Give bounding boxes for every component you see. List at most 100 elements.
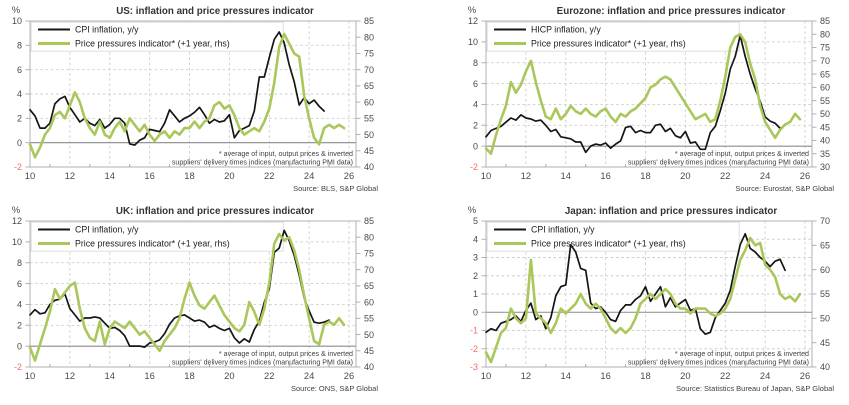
- series-line-eurozone-1: [484, 32, 802, 155]
- chart-japan: 5 4 3 2 1 0 -1 -2 -3 70 65 60 55 50 45 40 10 12 14 16 18 20 22…: [424, 200, 849, 405]
- x-axis-label-22: 22: [720, 170, 730, 181]
- right-axis-label-55: 55: [820, 96, 830, 106]
- right-axis-label-60: 60: [364, 297, 374, 307]
- unit-label: %: [12, 4, 20, 15]
- right-axis-label-45: 45: [364, 146, 374, 156]
- legend-label-1: Price pressures indicator* (+1 year, rhs…: [75, 39, 230, 49]
- right-axis-label-40: 40: [364, 162, 374, 172]
- left-axis-label-10: 10: [468, 37, 478, 47]
- right-axis-label-65: 65: [820, 69, 830, 79]
- legend-box: [30, 221, 284, 252]
- right-axis-label-70: 70: [820, 216, 830, 226]
- right-axis-label-85: 85: [364, 216, 374, 226]
- left-axis-label-8: 8: [473, 58, 478, 68]
- x-axis-label-22: 22: [720, 370, 730, 381]
- right-axis-label-65: 65: [364, 281, 374, 291]
- legend-label-1: Price pressures indicator* (+1 year, rhs…: [531, 239, 686, 249]
- right-axis-label-30: 30: [820, 162, 830, 172]
- left-axis-label-4: 4: [473, 234, 478, 244]
- unit-label: %: [468, 4, 476, 15]
- legend-label-0: CPI inflation, y/y: [531, 225, 595, 235]
- chart-us: 10 8 6 4 2 0 -2 85 80 75 70 65 60 55 50 45 40 10 12 14 16 18 2…: [0, 0, 424, 200]
- left-axis-label--2: -2: [470, 344, 478, 354]
- right-axis-label-80: 80: [364, 232, 374, 242]
- x-axis-label-10: 10: [25, 170, 35, 181]
- source-label: Source: Eurostat, S&P Global: [735, 184, 834, 193]
- right-axis-label-70: 70: [364, 265, 374, 275]
- legend-label-0: CPI inflation, y/y: [75, 225, 139, 235]
- x-axis-label-10: 10: [481, 170, 491, 181]
- x-axis-label-12: 12: [521, 170, 531, 181]
- right-axis-label-70: 70: [820, 56, 830, 66]
- x-axis-label-24: 24: [760, 370, 770, 381]
- x-axis-label-22: 22: [264, 370, 274, 381]
- left-axis-label-10: 10: [12, 16, 22, 26]
- legend-box: [486, 221, 740, 252]
- left-axis-label-10: 10: [12, 237, 22, 247]
- right-axis-label-75: 75: [364, 249, 374, 259]
- series-line-japan-0: [485, 232, 786, 336]
- right-axis-label-55: 55: [820, 289, 830, 299]
- footnote-line-2: suppliers' delivery times indices (manuf…: [172, 359, 353, 367]
- x-axis-label-24: 24: [760, 170, 770, 181]
- plot-frame: [29, 220, 357, 368]
- left-axis-label-2: 2: [473, 120, 478, 130]
- right-axis-label-50: 50: [820, 314, 830, 324]
- right-axis-label-45: 45: [820, 338, 830, 348]
- footnote-line-1: * average of input, output prices & inve…: [219, 350, 353, 358]
- right-axis-label-65: 65: [364, 81, 374, 91]
- left-axis-label-0: 0: [473, 307, 478, 317]
- legend-label-1: Price pressures indicator* (+1 year, rhs…: [75, 239, 230, 249]
- right-axis-label-40: 40: [364, 362, 374, 372]
- left-axis-label-6: 6: [17, 279, 22, 289]
- x-axis-label-12: 12: [65, 370, 75, 381]
- x-axis-label-16: 16: [600, 370, 610, 381]
- legend-box: [30, 21, 284, 52]
- series-line-us-1: [28, 32, 346, 159]
- right-axis-label-70: 70: [364, 65, 374, 75]
- left-axis-label--3: -3: [470, 362, 478, 372]
- legend-label-0: HICP inflation, y/y: [531, 25, 601, 35]
- x-axis-label-20: 20: [224, 370, 234, 381]
- x-axis-label-26: 26: [344, 370, 354, 381]
- x-axis-label-20: 20: [680, 170, 690, 181]
- left-axis-label-2: 2: [473, 271, 478, 281]
- right-axis-label-85: 85: [820, 16, 830, 26]
- left-axis-label--2: -2: [14, 362, 22, 372]
- left-axis-label--2: -2: [14, 162, 22, 172]
- x-axis-label-14: 14: [561, 170, 571, 181]
- x-axis-label-22: 22: [264, 170, 274, 181]
- plot-frame: [485, 20, 813, 168]
- left-axis-label--1: -1: [470, 326, 478, 336]
- footnote-line-2: suppliers' delivery times indices (manuf…: [172, 159, 353, 167]
- chart-eurozone: 12 10 8 6 4 2 0 -2 85 80 75 70 65 60 55 50 45 40 35 30 10 12 1…: [424, 0, 849, 200]
- legend-box: [486, 21, 740, 52]
- series-line-eurozone-0: [485, 34, 786, 154]
- right-axis-label-85: 85: [364, 16, 374, 26]
- left-axis-label-6: 6: [473, 79, 478, 89]
- right-axis-label-60: 60: [364, 97, 374, 107]
- right-axis-label-75: 75: [820, 43, 830, 53]
- right-axis-label-65: 65: [820, 241, 830, 251]
- right-axis-label-55: 55: [364, 114, 374, 124]
- right-axis-label-45: 45: [820, 122, 830, 132]
- left-axis-label-8: 8: [17, 41, 22, 51]
- x-axis-label-18: 18: [640, 370, 650, 381]
- x-axis-label-16: 16: [144, 170, 154, 181]
- footnote-line-1: * average of input, output prices & inve…: [219, 150, 353, 158]
- right-axis-label-60: 60: [820, 265, 830, 275]
- x-axis-label-14: 14: [561, 370, 571, 381]
- source-label: Source: Statistics Bureau of Japan, S&P …: [676, 384, 834, 393]
- x-axis-label-20: 20: [224, 170, 234, 181]
- x-axis-label-12: 12: [521, 370, 531, 381]
- x-axis-label-16: 16: [600, 170, 610, 181]
- right-axis-label-45: 45: [364, 346, 374, 356]
- left-axis-label-12: 12: [468, 16, 478, 26]
- x-axis-label-24: 24: [304, 170, 314, 181]
- x-axis-label-26: 26: [800, 370, 810, 381]
- x-axis-label-26: 26: [344, 170, 354, 181]
